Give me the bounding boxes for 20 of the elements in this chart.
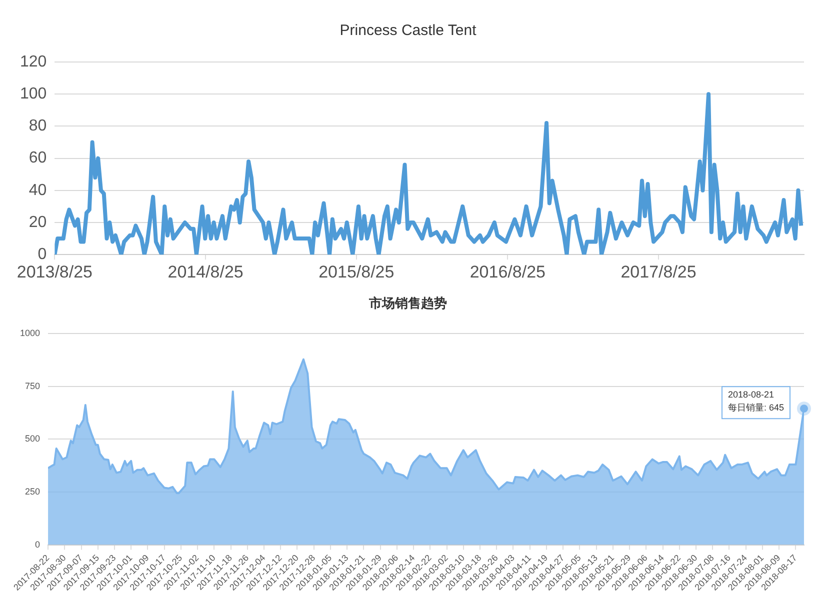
x-tick-label: 2015/8/25	[318, 262, 394, 282]
y-tick-label: 500	[24, 434, 40, 444]
y-tick-label: 0	[35, 539, 40, 550]
chart-title: Princess Castle Tent	[340, 22, 478, 40]
y-tick-label: 120	[20, 53, 47, 70]
y-tick-label: 100	[20, 86, 47, 103]
x-tick-label: 2016/8/25	[470, 262, 546, 282]
y-tick-label: 0	[38, 246, 47, 264]
y-tick-label: 1000	[20, 328, 40, 338]
y-tick-label: 40	[28, 182, 47, 199]
chart-title: 市场销售趋势	[368, 295, 447, 310]
y-tick-label: 20	[28, 214, 47, 231]
x-tick-label: 2017/8/25	[620, 262, 696, 282]
y-tick-label: 80	[28, 118, 47, 135]
y-tick-label: 250	[24, 486, 40, 496]
annotation: 2018-08-21 每日销量: 645	[728, 390, 784, 413]
x-tick-label: 2013/8/25	[16, 262, 93, 282]
x-tick-label: 2014/8/25	[168, 262, 244, 282]
y-tick-label: 60	[28, 150, 47, 167]
y-tick-label: 750	[24, 380, 40, 391]
